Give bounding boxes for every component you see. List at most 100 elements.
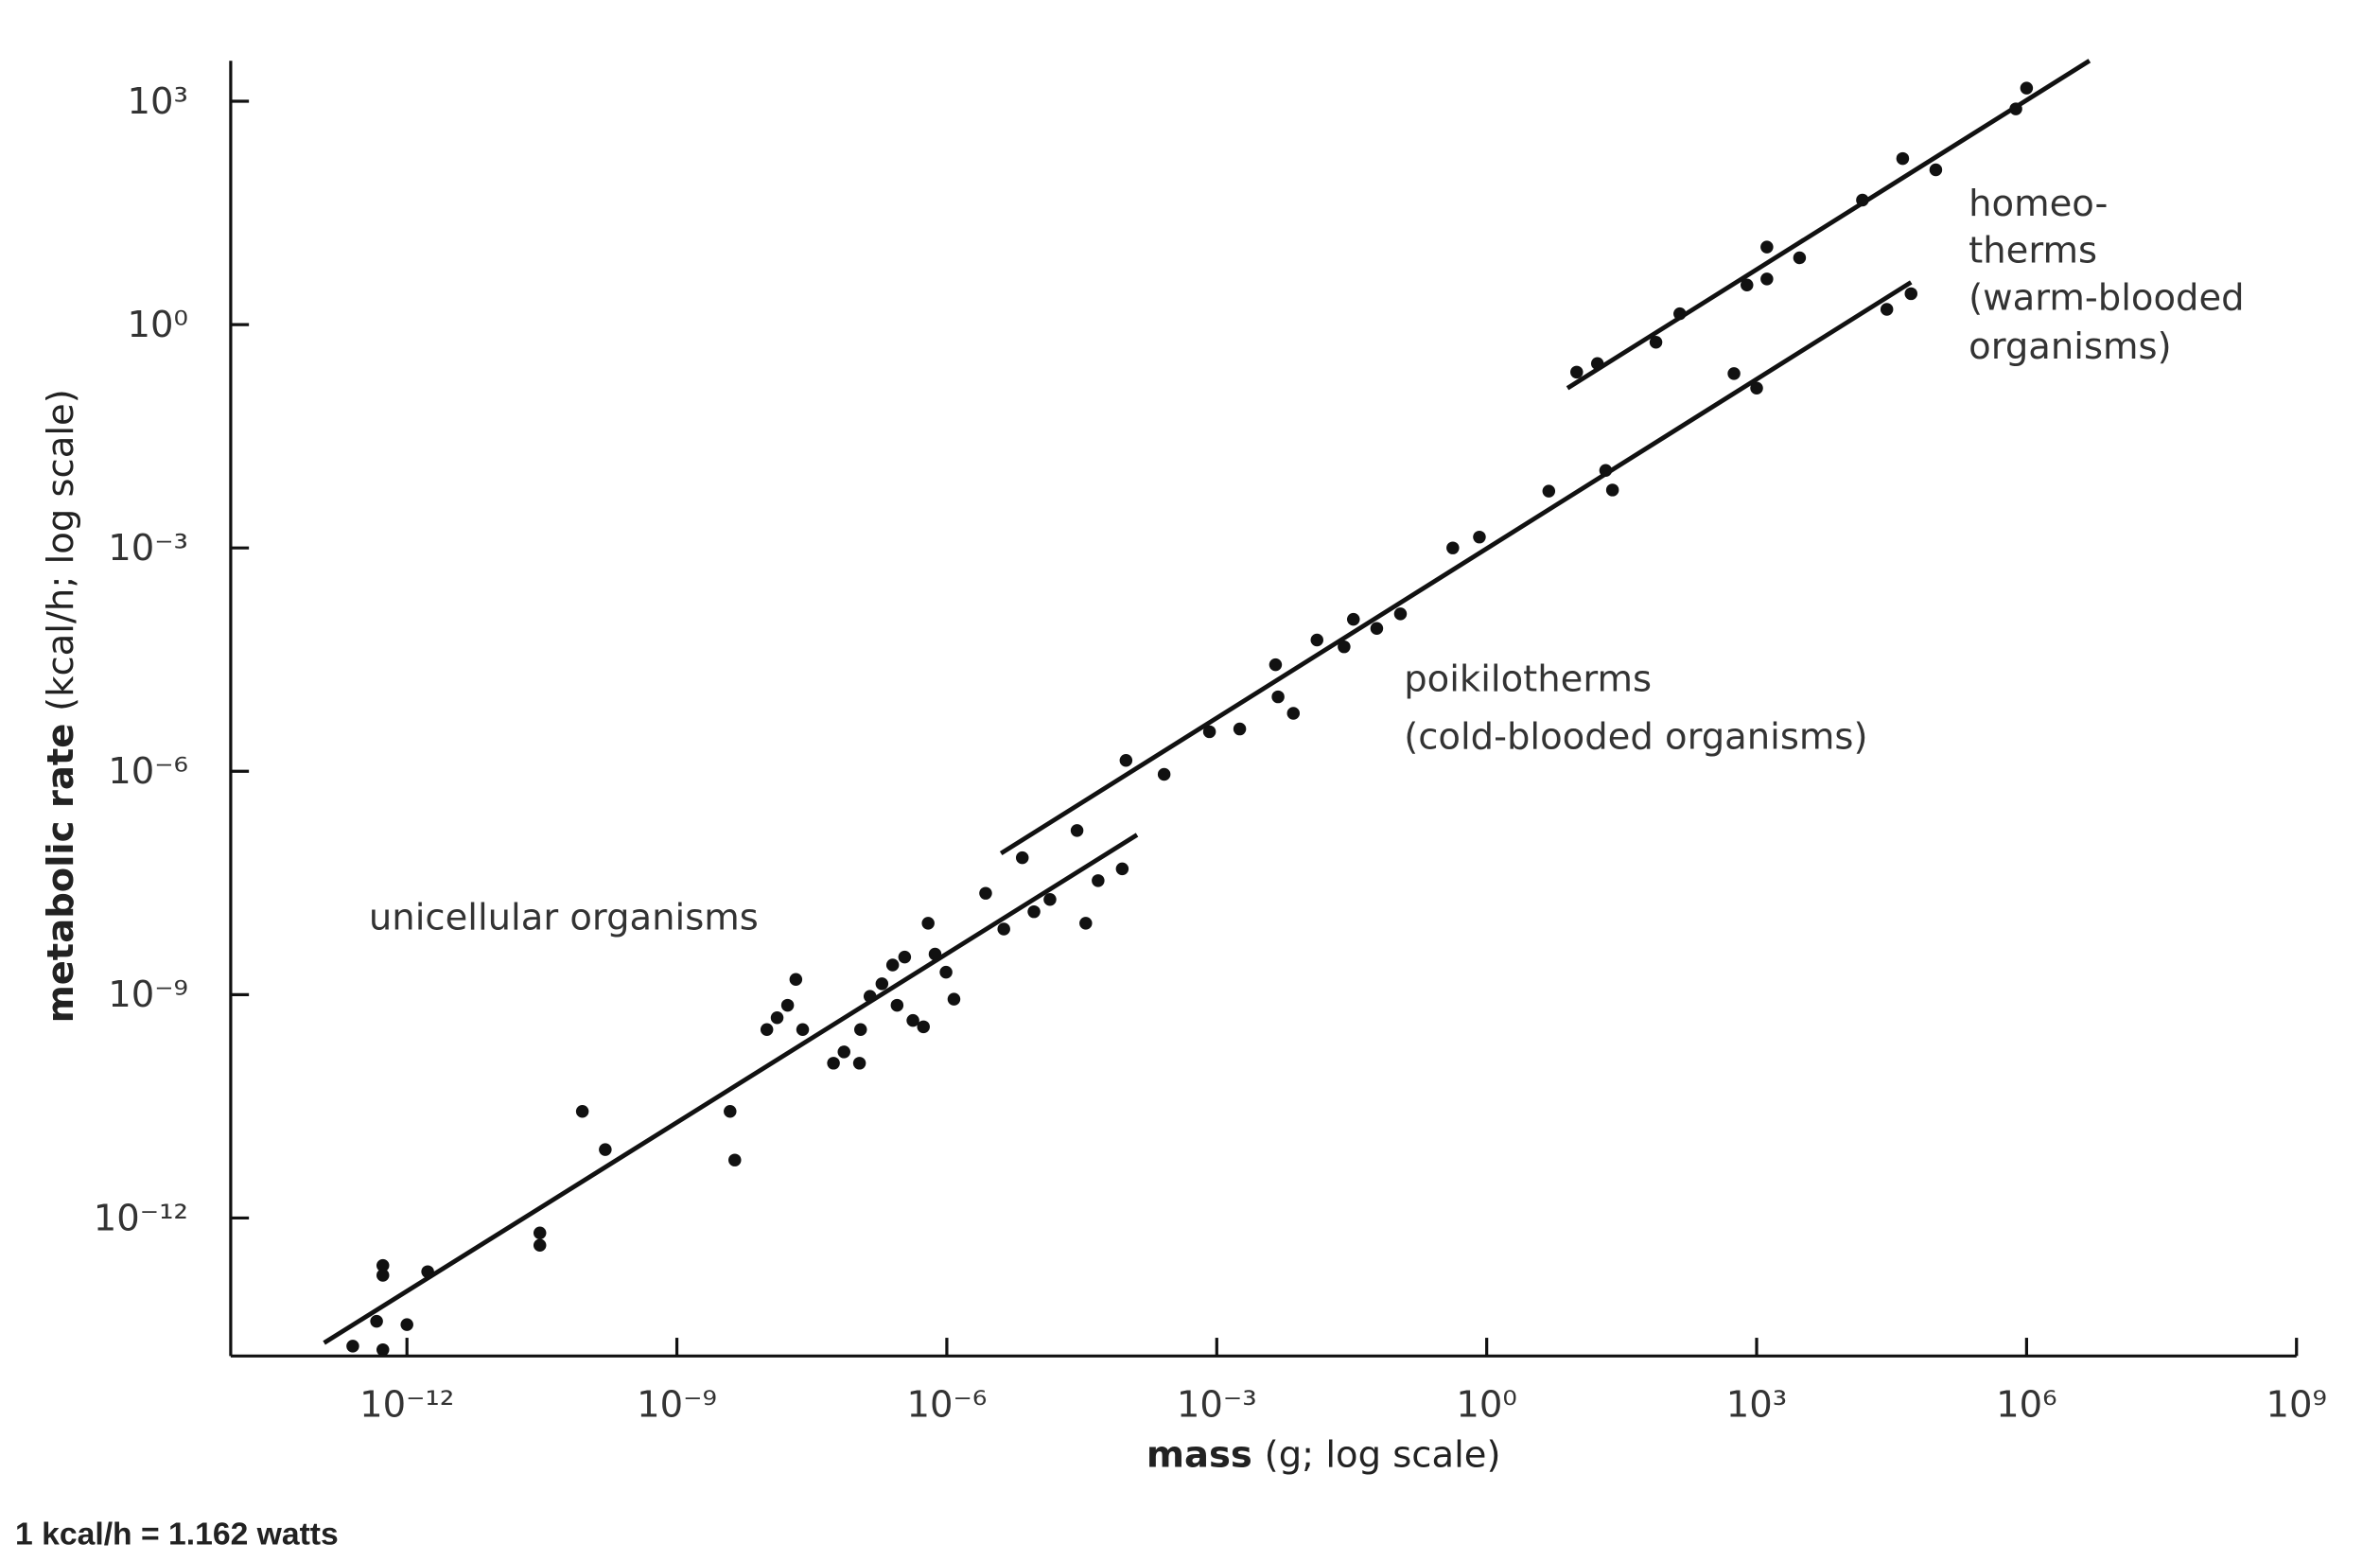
data-point bbox=[770, 1010, 784, 1025]
data-point bbox=[1741, 278, 1754, 292]
data-point bbox=[979, 886, 992, 900]
data-point bbox=[917, 1020, 930, 1034]
fit-line bbox=[1566, 59, 2091, 391]
data-point bbox=[997, 922, 1010, 936]
y-tick-label: 10⁻⁶ bbox=[108, 750, 188, 793]
data-point bbox=[1286, 707, 1301, 720]
data-point bbox=[898, 950, 912, 964]
data-point bbox=[863, 990, 877, 1003]
data-point bbox=[400, 1318, 413, 1331]
annotation: organisms) bbox=[1969, 325, 2171, 368]
x-tick-label: 10⁶ bbox=[1996, 1384, 2056, 1427]
data-point bbox=[599, 1143, 612, 1156]
data-point bbox=[1338, 640, 1351, 654]
data-point bbox=[852, 1057, 866, 1070]
x-axis-label: mass (g; log scale) bbox=[1146, 1433, 1501, 1476]
data-point bbox=[947, 992, 961, 1006]
annotation: poikilotherms bbox=[1404, 658, 1652, 700]
data-point bbox=[906, 1013, 919, 1027]
fit-line bbox=[323, 833, 1139, 1345]
x-axis-label-bold: mass bbox=[1146, 1433, 1252, 1476]
data-point bbox=[533, 1226, 547, 1239]
data-point bbox=[1856, 193, 1869, 207]
x-tick-label: 10⁹ bbox=[2266, 1384, 2327, 1427]
data-point bbox=[789, 973, 803, 987]
data-point bbox=[1649, 335, 1663, 349]
y-axis-label: metabolic rate (kcal/h; log scale) bbox=[40, 389, 82, 1023]
data-point bbox=[854, 1023, 867, 1036]
footnote: 1 kcal/h = 1.162 watts bbox=[15, 1516, 339, 1552]
x-tick-label: 10⁻⁹ bbox=[637, 1384, 717, 1427]
data-point bbox=[1346, 612, 1360, 626]
data-point bbox=[1473, 530, 1486, 544]
annotation: unicellular organisms bbox=[369, 896, 759, 938]
y-tick-label: 10⁻¹² bbox=[94, 1197, 188, 1239]
data-point bbox=[1605, 483, 1619, 497]
x-tick-label: 10⁻⁶ bbox=[907, 1384, 988, 1427]
data-point bbox=[1760, 240, 1774, 254]
y-axis-label-bold: metabolic rate bbox=[40, 724, 82, 1024]
data-point bbox=[2009, 102, 2022, 115]
data-point bbox=[928, 947, 942, 961]
data-point bbox=[2020, 81, 2034, 95]
data-point bbox=[1904, 287, 1917, 301]
data-point bbox=[1446, 541, 1460, 554]
data-point bbox=[1599, 464, 1613, 477]
data-point bbox=[1070, 824, 1084, 837]
data-point bbox=[1727, 367, 1741, 380]
data-point bbox=[533, 1238, 547, 1253]
data-point bbox=[890, 998, 904, 1012]
data-point bbox=[1673, 307, 1687, 321]
data-point bbox=[1015, 851, 1029, 865]
y-tick-label: 10³ bbox=[128, 80, 188, 123]
data-point bbox=[1233, 722, 1247, 736]
data-point bbox=[1880, 303, 1894, 316]
data-point bbox=[885, 958, 900, 972]
data-point bbox=[1043, 892, 1057, 906]
data-point bbox=[728, 1153, 742, 1166]
data-point bbox=[1590, 357, 1604, 370]
y-axis-label-rest: (kcal/h; log scale) bbox=[40, 389, 82, 711]
y-tick-label: 10⁻³ bbox=[108, 527, 188, 570]
data-point bbox=[939, 965, 953, 979]
data-point bbox=[1393, 607, 1408, 621]
data-point bbox=[796, 1023, 810, 1036]
annotation: (cold-blooded organisms) bbox=[1404, 715, 1867, 758]
data-point bbox=[1750, 381, 1763, 395]
x-tick-label: 10⁻³ bbox=[1177, 1384, 1257, 1427]
data-point bbox=[376, 1269, 390, 1282]
data-point bbox=[1310, 633, 1323, 647]
data-point bbox=[837, 1045, 850, 1059]
data-point bbox=[1370, 622, 1384, 635]
x-tick-label: 10⁻¹² bbox=[359, 1384, 454, 1427]
data-point bbox=[1119, 754, 1133, 767]
annotation: therms bbox=[1969, 230, 2097, 272]
data-point bbox=[1896, 151, 1910, 166]
data-point bbox=[1542, 484, 1556, 498]
data-point bbox=[1570, 365, 1584, 379]
data-point bbox=[421, 1265, 434, 1278]
y-tick-label: 10⁻⁹ bbox=[108, 973, 188, 1016]
x-tick-label: 10⁰ bbox=[1456, 1384, 1516, 1427]
data-point bbox=[921, 917, 935, 930]
data-point bbox=[827, 1057, 840, 1070]
data-point bbox=[760, 1023, 774, 1036]
data-point bbox=[575, 1105, 589, 1118]
fit-line bbox=[999, 280, 1913, 856]
data-point bbox=[1202, 725, 1216, 739]
data-point bbox=[1269, 658, 1283, 672]
data-point bbox=[1271, 690, 1285, 704]
data-point bbox=[875, 977, 889, 991]
x-axis-label-rest: (g; log scale) bbox=[1265, 1433, 1501, 1476]
y-tick-label: 10⁰ bbox=[128, 304, 188, 346]
data-point bbox=[1760, 272, 1774, 286]
data-point bbox=[1079, 917, 1093, 930]
data-point bbox=[1115, 862, 1129, 876]
data-point bbox=[346, 1340, 359, 1353]
data-point bbox=[1157, 767, 1171, 781]
annotation: homeo- bbox=[1969, 183, 2108, 225]
data-point bbox=[376, 1258, 390, 1272]
data-point bbox=[1027, 904, 1041, 919]
